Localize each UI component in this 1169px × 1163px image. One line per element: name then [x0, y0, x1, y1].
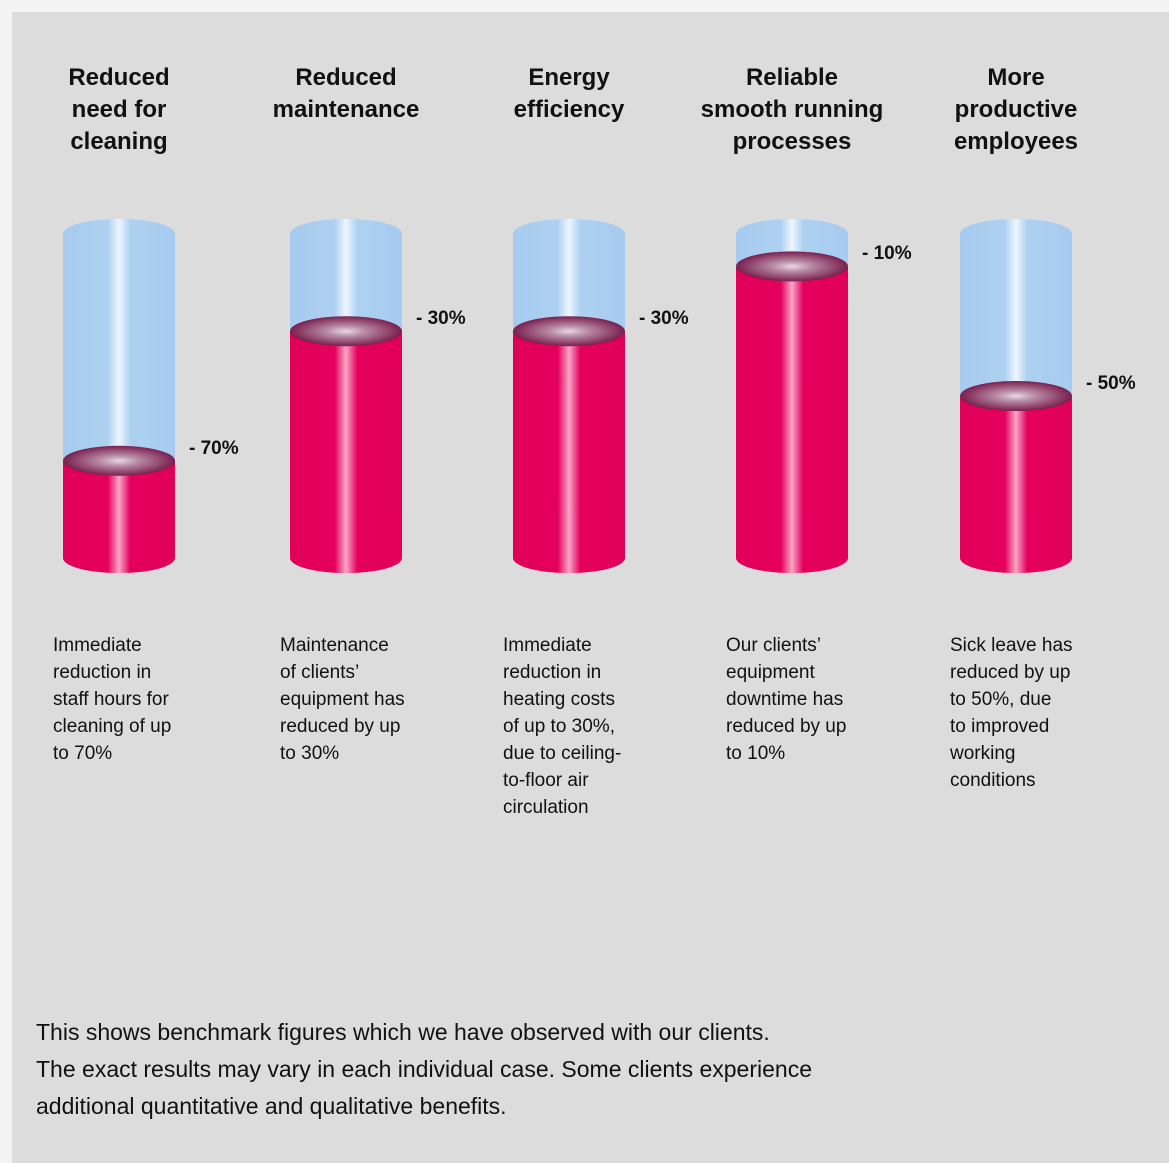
- description-1: Immediate reduction in staff hours for c…: [53, 635, 172, 764]
- value-label-5: - 50%: [1086, 373, 1136, 394]
- description-4: Our clients’ equipment downtime has redu…: [726, 635, 847, 764]
- category-heading-1: Reduced need for cleaning: [68, 64, 170, 155]
- bar-fill-4: [736, 266, 848, 573]
- category-heading-2: Reduced maintenance: [272, 64, 420, 123]
- cylinder-top-2: [290, 219, 402, 249]
- infographic-panel: [12, 12, 1169, 1163]
- value-label-2: - 30%: [416, 308, 466, 330]
- description-2: Maintenance of clients’ equipment has re…: [280, 635, 405, 764]
- bar-fill-3: [513, 331, 625, 573]
- bar-fill-5: [960, 396, 1072, 573]
- cylinder-top-1: [63, 219, 175, 249]
- cylinder-top-4: [736, 219, 848, 249]
- cylinder-top-3: [513, 219, 625, 249]
- bar-fill-1: [63, 460, 175, 573]
- value-label-3: - 30%: [639, 308, 689, 330]
- footnote-text: This shows benchmark figures which we ha…: [36, 1019, 812, 1119]
- bar-fill-top-2: [290, 316, 402, 347]
- cylinder-top-5: [960, 219, 1072, 249]
- bar-fill-top-1: [63, 445, 175, 476]
- description-5: Sick leave has reduced by up to 50%, due…: [950, 635, 1073, 791]
- bar-fill-2: [290, 331, 402, 573]
- bar-fill-top-5: [960, 381, 1072, 411]
- value-label-4: - 10%: [862, 243, 912, 265]
- value-label-1: - 70%: [189, 437, 239, 459]
- category-heading-4: Reliable smooth running processes: [700, 64, 884, 155]
- description-3: Immediate reduction in heating costs of …: [503, 635, 622, 818]
- bar-fill-top-3: [513, 316, 625, 347]
- bar-fill-top-4: [736, 251, 848, 282]
- category-heading-3: Energy efficiency: [513, 64, 625, 123]
- category-heading-5: More productive employees: [953, 64, 1079, 155]
